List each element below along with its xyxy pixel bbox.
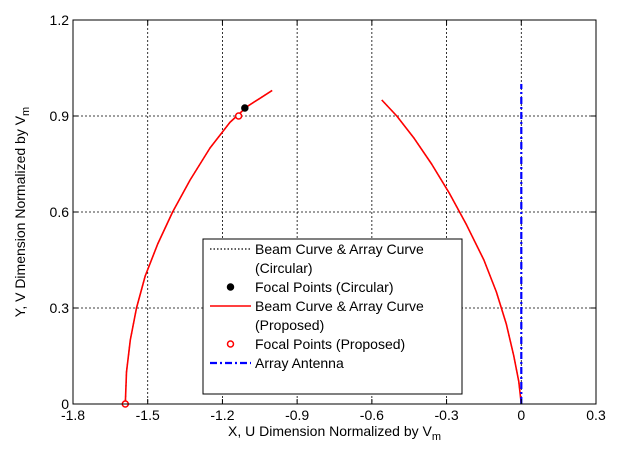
- x-tick-label: -0.9: [285, 407, 309, 423]
- x-axis-label: X, U Dimension Normalized by Vm: [228, 423, 441, 443]
- focal-point-circular: [241, 104, 249, 112]
- legend-entry-label: Array Antenna: [255, 355, 344, 371]
- series-line-solid: [381, 99, 523, 405]
- y-tick-labels: 0 0.3 0.6 0.9 1.2: [50, 12, 70, 412]
- y-tick-label: 0.3: [50, 300, 70, 316]
- x-tick-label: -1.8: [61, 407, 85, 423]
- legend-entry-label: (Proposed): [255, 317, 324, 333]
- x-tick-label: 0.3: [586, 407, 606, 423]
- x-tick-labels: -1.8 -1.5 -1.2 -0.9 -0.6 -0.3 0 0.3: [61, 407, 606, 423]
- legend-entry-label: Beam Curve & Array Curve: [255, 241, 424, 257]
- legend-swatch-marker: [226, 283, 235, 291]
- x-tick-label: -1.2: [210, 407, 234, 423]
- legend-entry-label: (Circular): [255, 260, 313, 276]
- y-tick-label: 0.9: [50, 108, 70, 124]
- points-layer: [121, 104, 249, 408]
- x-axis-label-subscript: m: [432, 431, 441, 443]
- y-axis-label-subscript: m: [20, 107, 32, 116]
- legend-box: [202, 238, 463, 395]
- legend-entry-label: Focal Points (Circular): [255, 279, 393, 295]
- focal-point-proposed: [234, 112, 243, 120]
- x-tick-label: 0: [517, 407, 525, 423]
- legend-entry-label: Beam Curve & Array Curve: [255, 298, 424, 314]
- y-tick-label: 0.6: [50, 204, 70, 220]
- legend: Beam Curve & Array Curve (Circular) Focal …: [202, 238, 463, 395]
- y-tick-label: 1.2: [50, 12, 70, 28]
- legend-entry-label: Focal Points (Proposed): [255, 336, 405, 352]
- y-axis-label-main: Y, V Dimension Normalized by V: [12, 115, 28, 317]
- x-tick-label: -0.6: [360, 407, 384, 423]
- x-tick-label: -0.3: [435, 407, 459, 423]
- x-tick-label: -1.5: [136, 407, 160, 423]
- y-tick-label: 0: [61, 396, 69, 412]
- x-axis-label-main: X, U Dimension Normalized by V: [228, 423, 433, 439]
- ticks-layer: [72, 19, 597, 405]
- y-axis-label: Y, V Dimension Normalized by Vm: [12, 107, 32, 317]
- legend-swatch-marker: [226, 340, 235, 348]
